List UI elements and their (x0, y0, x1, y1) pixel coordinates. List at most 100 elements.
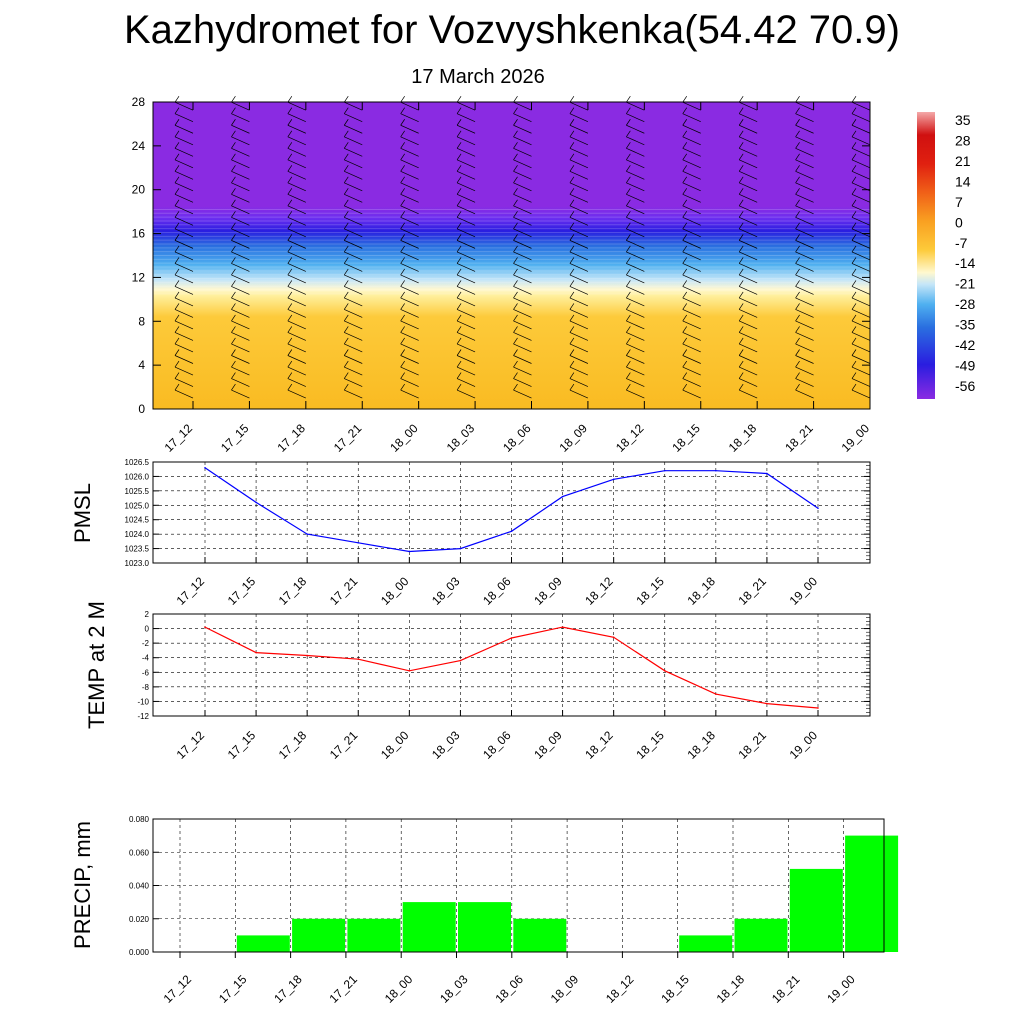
wind-barb (738, 199, 758, 215)
y-tick-label: 1023.0 (125, 559, 150, 568)
wind-barb (174, 303, 194, 318)
wind-barb (738, 211, 758, 226)
wind-barb (851, 383, 871, 399)
wind-barb (851, 119, 871, 134)
x-tick-label: 18_21 (769, 972, 803, 1006)
wind-barb-column (795, 96, 814, 399)
data-point (357, 658, 360, 660)
x-tick-label: 18_09 (548, 972, 582, 1006)
wind-barb (738, 360, 758, 376)
wind-barb (569, 314, 589, 330)
wind-barb-column (626, 96, 645, 399)
y-tick-label: 0.040 (129, 882, 150, 891)
wind-barb (400, 349, 419, 364)
wind-barb (400, 199, 419, 215)
wind-barb (795, 130, 814, 146)
wind-barb (174, 245, 194, 261)
wind-barb (287, 245, 306, 261)
wind-barb (456, 142, 476, 157)
wind-barb (456, 257, 476, 272)
wind-barb (400, 165, 419, 180)
wind-barb (231, 326, 250, 341)
wind-barb (343, 96, 363, 111)
wind-barb (738, 257, 758, 272)
x-tick-label: 18_06 (480, 574, 514, 608)
pmsl-ylabel: PMSL (70, 483, 95, 543)
wind-barb (343, 314, 363, 330)
precip-bar (458, 902, 511, 952)
wind-barb (569, 326, 589, 341)
wind-barb (287, 153, 306, 169)
wind-barb (231, 257, 250, 272)
wind-barb (682, 291, 701, 307)
wind-barb (231, 188, 250, 203)
wind-barb (287, 268, 306, 284)
wind-barb (738, 176, 758, 192)
wind-barb-column (513, 96, 532, 399)
wind-barb (682, 176, 701, 192)
wind-barb (343, 257, 363, 272)
wind-barb (231, 268, 250, 284)
y-tick-label: 1023.5 (125, 545, 150, 554)
wind-barb (287, 349, 306, 364)
wind-barb (795, 234, 814, 249)
wind-barb (513, 188, 532, 203)
wind-barb (287, 234, 306, 249)
x-tick-label: 18_21 (736, 728, 770, 762)
wind-barb (400, 245, 419, 261)
wind-barb (400, 119, 419, 134)
x-tick-label: 18_12 (582, 574, 616, 608)
colorbar-label: 35 (955, 112, 971, 128)
x-tick-label: 17_15 (216, 972, 250, 1006)
wind-barb (795, 268, 814, 284)
wind-barb (513, 107, 532, 123)
wind-barb (231, 130, 250, 146)
wind-barb (738, 291, 758, 307)
wind-barb (231, 372, 250, 387)
precip-bar (347, 918, 401, 953)
wind-barb (343, 280, 363, 295)
wind-barb (343, 153, 363, 169)
colorbar-scale (917, 112, 935, 399)
y-tick-label: 0.020 (129, 915, 150, 924)
wind-barb (682, 326, 701, 341)
y-tick-label: -8 (142, 683, 150, 692)
wind-barb (343, 142, 363, 157)
wind-barb (400, 176, 419, 192)
wind-barb (626, 130, 645, 146)
wind-barb (738, 245, 758, 261)
wind-barb (569, 96, 589, 111)
wind-barb (626, 234, 645, 249)
wind-barb (400, 211, 419, 226)
temp-ylabel: TEMP at 2 M (84, 601, 109, 729)
wind-barb (626, 349, 645, 364)
wind-barb (738, 314, 758, 330)
wind-barb (626, 291, 645, 307)
x-tick-label: 18_06 (480, 728, 514, 762)
x-tick-label: 19_00 (787, 574, 821, 608)
wind-barb (456, 383, 476, 399)
wind-barb (851, 245, 871, 261)
wind-barb (513, 303, 532, 318)
wind-barb (795, 107, 814, 123)
y-tick-label: -12 (137, 712, 149, 721)
wind-barb (400, 107, 419, 123)
wind-barb (343, 360, 363, 376)
data-point (715, 469, 717, 472)
data-point (459, 547, 462, 550)
wind-barb (851, 107, 871, 123)
wind-barb (569, 360, 589, 376)
wind-barb (795, 153, 814, 169)
wind-barb (569, 349, 589, 364)
wind-barb (174, 153, 194, 169)
wind-barb (569, 337, 589, 353)
colorbar-label: -28 (955, 296, 975, 312)
y-tick-label: 12 (132, 270, 146, 284)
x-tick-label: 18_18 (684, 574, 718, 608)
wind-barb (851, 268, 871, 284)
wind-barb (682, 245, 701, 261)
wind-barb (513, 96, 532, 111)
wind-barb (795, 314, 814, 330)
x-tick-label: 17_12 (162, 421, 196, 455)
wind-barb (287, 199, 306, 215)
